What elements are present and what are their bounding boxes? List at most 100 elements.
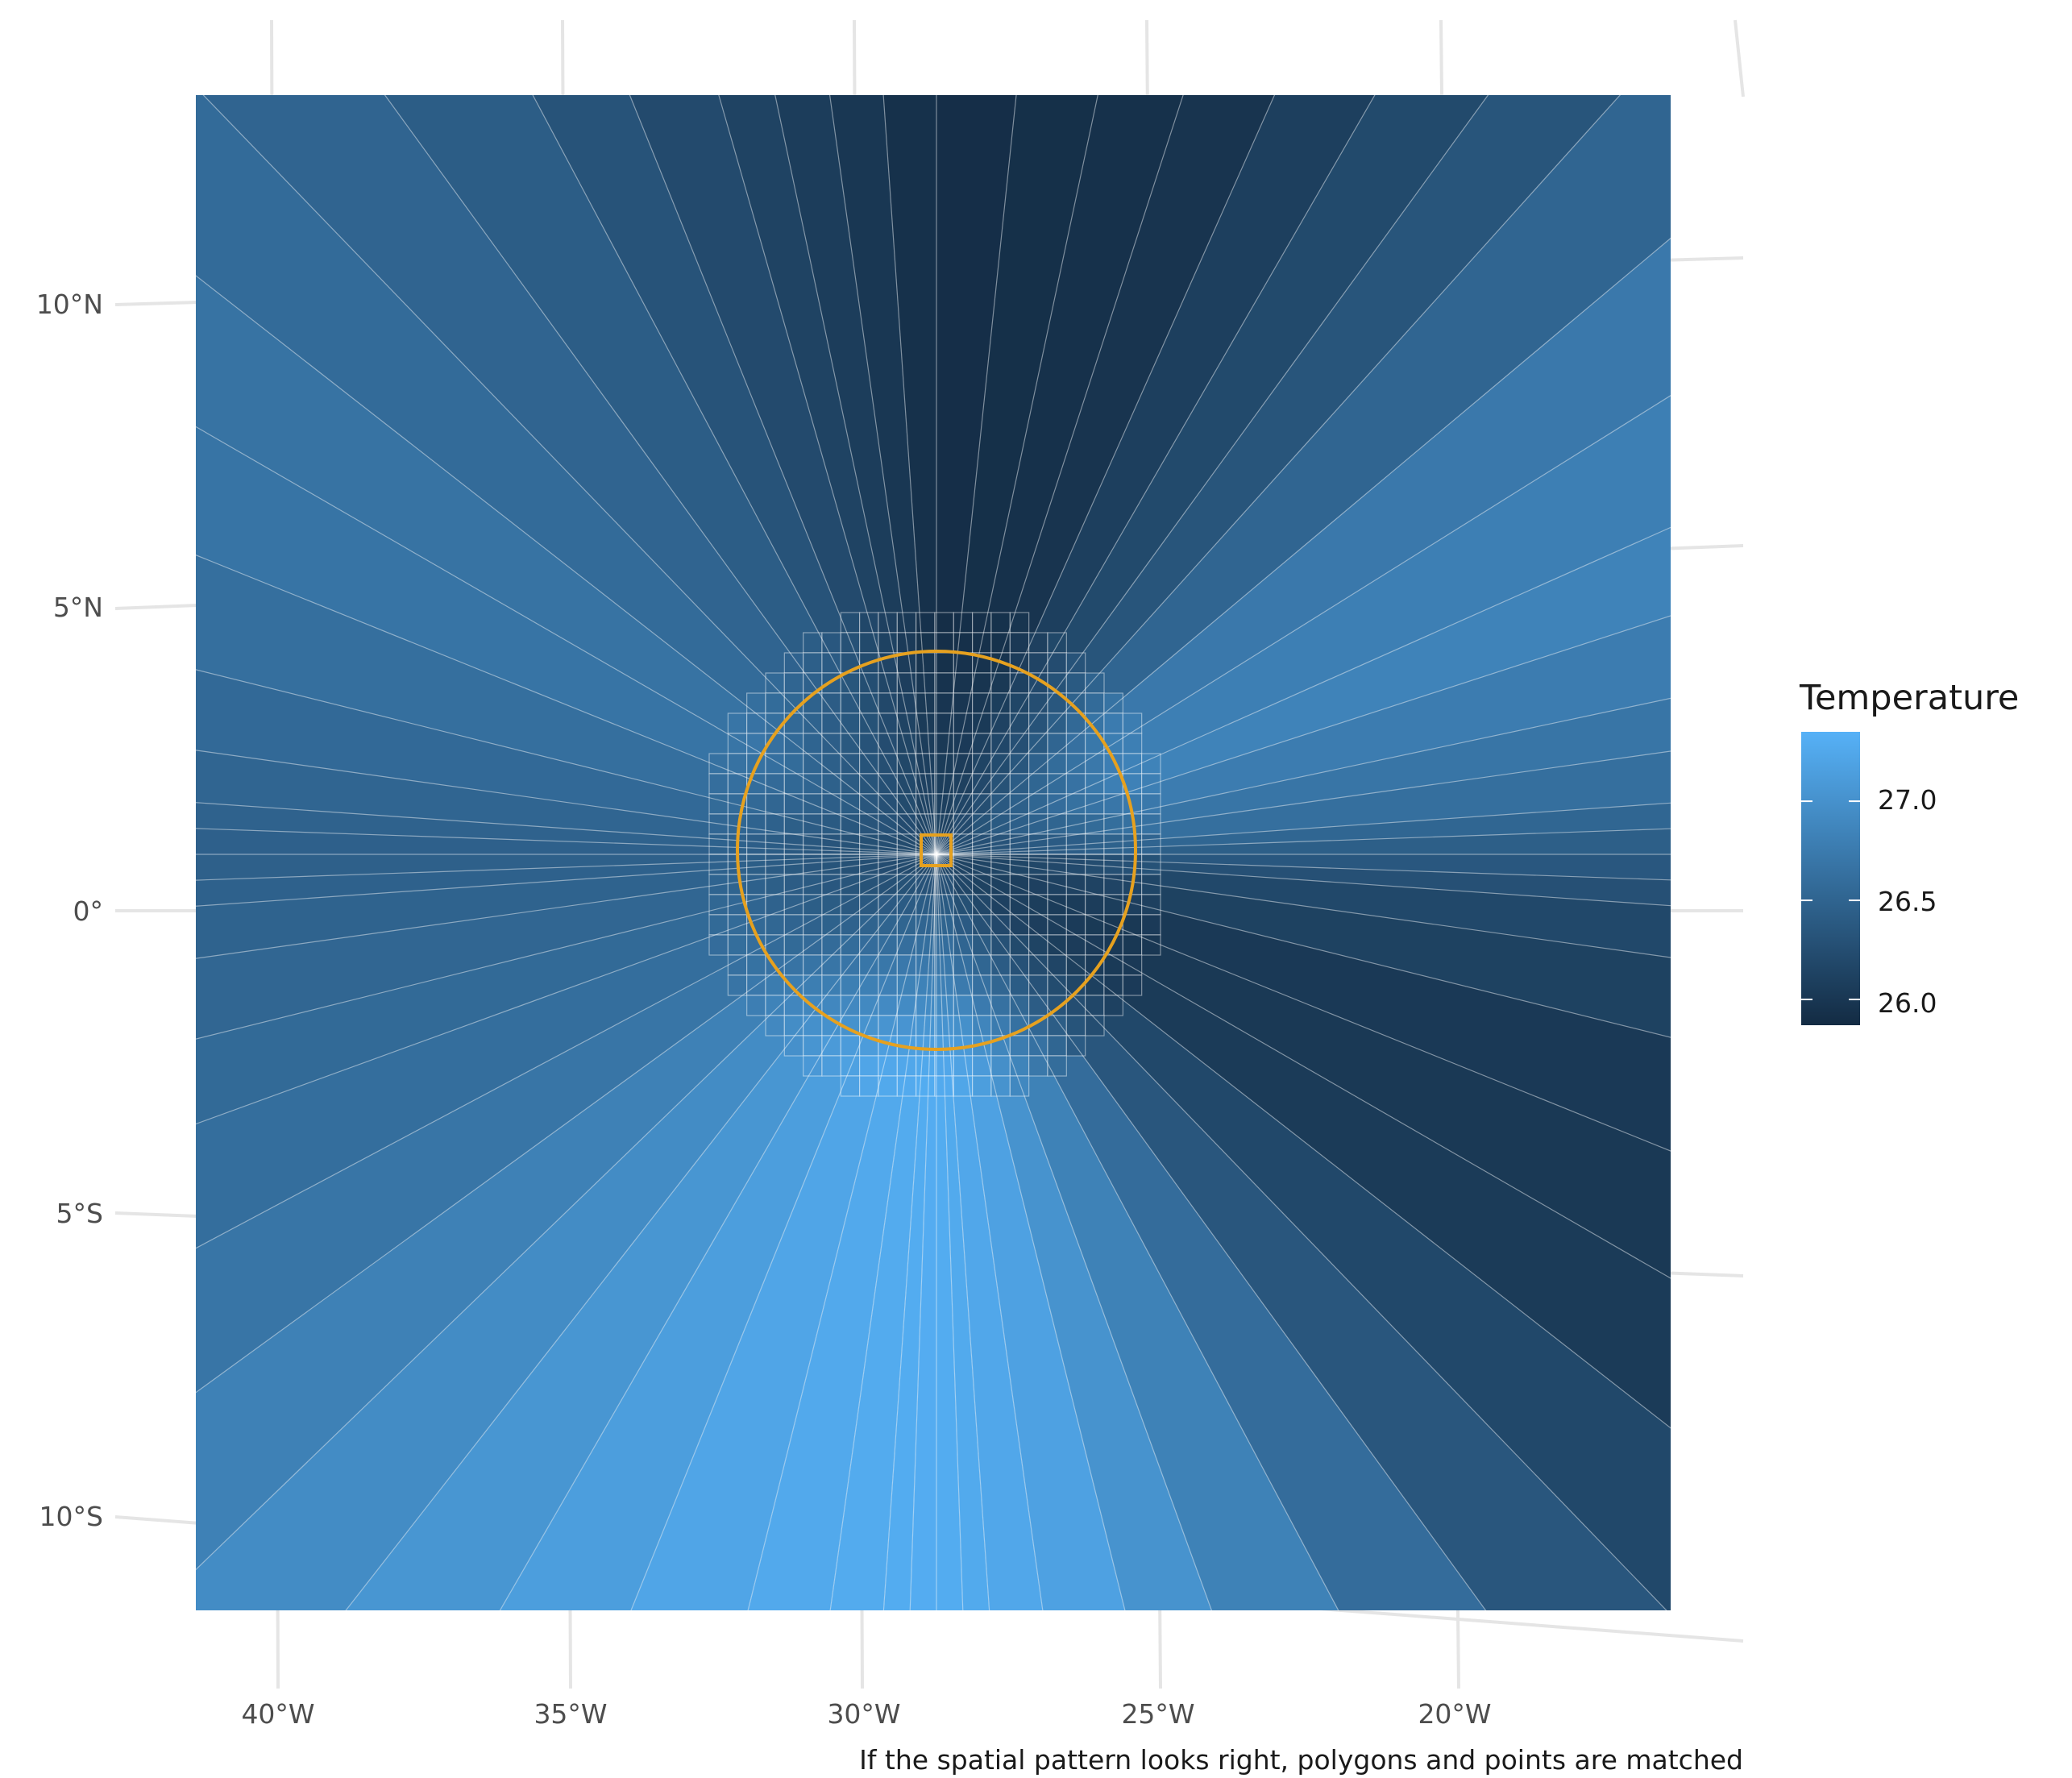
voronoi-sector xyxy=(936,95,1017,854)
grid-cell xyxy=(1141,894,1161,916)
grid-cell xyxy=(1141,854,1161,875)
grid-cell xyxy=(783,652,804,674)
grid-cell xyxy=(1122,712,1143,734)
grid-cell xyxy=(859,1015,879,1036)
grid-cell xyxy=(934,672,954,694)
grid-cell xyxy=(1009,1055,1030,1077)
grid-cell xyxy=(727,874,748,895)
sector-border xyxy=(936,237,1671,855)
grid-cell xyxy=(803,974,823,996)
grid-cell xyxy=(934,934,954,956)
grid-cell xyxy=(878,612,898,634)
y-tick-label: 10°S xyxy=(39,1501,103,1532)
grid-cell xyxy=(934,974,954,996)
y-tick-label: 5°S xyxy=(56,1198,103,1229)
grid-cell xyxy=(803,712,823,734)
sector-border xyxy=(384,95,937,855)
grid-cell xyxy=(859,712,879,734)
grid-cell xyxy=(896,1075,917,1097)
sector-border xyxy=(936,854,1339,1610)
grid-cell xyxy=(859,612,879,634)
grid-cell xyxy=(896,692,917,714)
grid-cell xyxy=(859,1075,879,1097)
grid-cell xyxy=(765,833,785,855)
grid-cell xyxy=(972,692,992,714)
grid-cell xyxy=(840,1055,861,1077)
grid-cell xyxy=(783,934,804,956)
target-cell-square xyxy=(920,833,953,867)
sector-border xyxy=(774,95,937,855)
grid-cell xyxy=(1009,773,1030,795)
grid-cell xyxy=(783,672,804,694)
grid-cell xyxy=(803,773,823,795)
grid-cell xyxy=(803,652,823,674)
grid-cell xyxy=(746,874,766,895)
sector-border xyxy=(630,854,937,1610)
sector-border xyxy=(196,426,937,855)
grid-cell xyxy=(1141,833,1161,855)
grid-cell xyxy=(821,954,841,976)
grid-cell xyxy=(896,974,917,996)
sector-border xyxy=(829,854,937,1610)
grid-cell xyxy=(746,995,766,1016)
grid-cell xyxy=(1065,934,1086,956)
grid-cell xyxy=(1085,833,1105,855)
grid-cell xyxy=(1028,793,1048,815)
grid-cell xyxy=(1065,914,1086,936)
grid-cell xyxy=(746,854,766,875)
grid-cell xyxy=(1009,793,1030,815)
grid-cell xyxy=(878,1015,898,1036)
grid-cell xyxy=(840,612,861,634)
grid-cell xyxy=(934,612,954,634)
legend-ticks xyxy=(1801,800,1860,1001)
grid-cell xyxy=(783,894,804,916)
grid-cell xyxy=(803,874,823,895)
grid-cell xyxy=(916,934,936,956)
grid-cell xyxy=(746,692,766,714)
grid-cell xyxy=(821,934,841,956)
grid-cell xyxy=(708,833,729,855)
grid-cell xyxy=(990,612,1011,634)
grid-cell xyxy=(1122,934,1143,956)
grid-cell xyxy=(1047,1035,1067,1057)
grid-cell xyxy=(972,672,992,694)
sector-border xyxy=(718,95,937,855)
grid-cell xyxy=(1103,874,1123,895)
sector-border xyxy=(936,395,1671,855)
sector-border xyxy=(936,854,1126,1610)
grid-cell xyxy=(953,1055,974,1077)
sector-border xyxy=(936,697,1671,855)
grid-cell xyxy=(1065,672,1086,694)
sector-border xyxy=(936,854,990,1610)
grid-cell xyxy=(840,753,861,775)
grid-cell xyxy=(1085,1015,1105,1036)
grid-cell xyxy=(1103,854,1123,875)
sector-border xyxy=(936,95,1376,855)
grid-cell xyxy=(916,733,936,754)
grid-cell xyxy=(859,954,879,976)
grid-cell xyxy=(1028,692,1048,714)
plot-caption: If the spatial pattern looks right, poly… xyxy=(859,1744,1743,1776)
grid-cell xyxy=(1122,974,1143,996)
grid-cell xyxy=(916,652,936,674)
grid-cell xyxy=(878,1075,898,1097)
sector-border xyxy=(936,95,1489,855)
grid-cell xyxy=(1009,1075,1030,1097)
grid-cell xyxy=(878,632,898,654)
grid-cell xyxy=(746,712,766,734)
grid-cell xyxy=(821,914,841,936)
y-axis: 10°N 5°N 0° 5°S 10°S xyxy=(36,289,103,1532)
grid-cell xyxy=(803,894,823,916)
grid-cell xyxy=(821,1035,841,1057)
grid-cell xyxy=(783,773,804,795)
sector-border xyxy=(196,854,937,1571)
voronoi-sector xyxy=(196,95,936,854)
grid-cell xyxy=(708,914,729,936)
grid-cell xyxy=(821,894,841,916)
grid-cell xyxy=(765,934,785,956)
grid-cell xyxy=(972,773,992,795)
grid-cell xyxy=(1047,974,1067,996)
sector-border xyxy=(196,802,937,855)
sector-border xyxy=(936,95,1184,855)
search-radius-circle xyxy=(736,650,1137,1051)
